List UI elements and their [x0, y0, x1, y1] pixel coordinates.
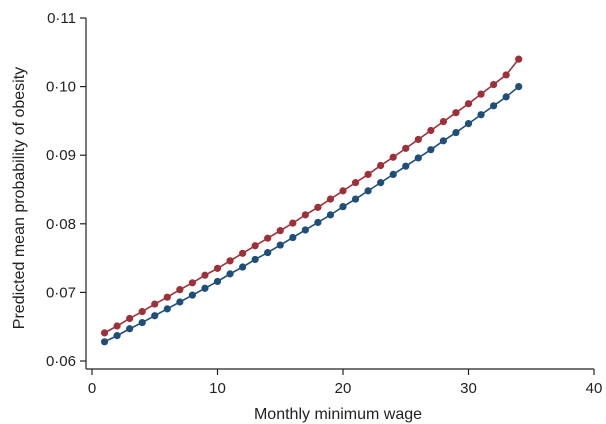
- series-point: [439, 137, 447, 145]
- series-point: [301, 226, 309, 234]
- series-point: [502, 93, 510, 101]
- series-point: [151, 312, 159, 320]
- series-point: [490, 80, 498, 89]
- series-point: [201, 271, 209, 279]
- series-point: [226, 257, 234, 265]
- series-point: [402, 162, 410, 170]
- series-point: [301, 211, 309, 219]
- series-point: [389, 153, 397, 161]
- series-point: [163, 293, 171, 301]
- y-tick-label: 0·07: [46, 284, 76, 301]
- series-point: [289, 233, 297, 242]
- series-point: [251, 242, 259, 250]
- series-point: [515, 83, 523, 91]
- series-point: [464, 100, 473, 108]
- series-layer: [100, 55, 523, 346]
- series-point: [100, 329, 109, 337]
- series-point: [464, 120, 473, 128]
- series-point: [213, 264, 222, 272]
- series-point: [113, 332, 121, 340]
- series-point: [339, 187, 347, 195]
- series-point: [314, 203, 322, 211]
- plot-area: [85, 18, 594, 370]
- series-point: [452, 109, 460, 117]
- series-point: [427, 146, 435, 154]
- series-point: [276, 227, 284, 235]
- series-point: [427, 126, 435, 135]
- series-point: [414, 154, 422, 162]
- series-point: [213, 277, 222, 286]
- series-point: [439, 117, 447, 126]
- series-point: [151, 300, 159, 308]
- series-point: [364, 187, 372, 195]
- series-point: [351, 195, 360, 203]
- series-point: [502, 71, 510, 79]
- series-point: [251, 255, 259, 264]
- series-point: [389, 170, 397, 179]
- series-point: [339, 203, 347, 211]
- y-tick-label: 0·09: [46, 147, 76, 164]
- y-tick-label: 0·08: [46, 216, 76, 233]
- series-point: [176, 286, 184, 294]
- series-line: [104, 85, 520, 343]
- series-point: [326, 195, 335, 203]
- x-tick-label: 10: [209, 380, 226, 397]
- series-point: [113, 322, 121, 330]
- series-point: [126, 325, 134, 333]
- series-point: [138, 318, 146, 327]
- series-point: [326, 211, 335, 219]
- y-tick-label: 0·10: [46, 79, 76, 96]
- series-point: [226, 270, 234, 278]
- series-2: [100, 83, 523, 346]
- series-point: [176, 298, 184, 306]
- series-point: [264, 249, 272, 257]
- y-ticks: 0·06 0·07 0·08 0·09 0·10 0·11: [46, 10, 86, 370]
- series-point: [239, 263, 247, 271]
- series-point: [264, 234, 272, 242]
- series-1: [100, 55, 523, 337]
- series-point: [414, 135, 422, 144]
- x-tick-label: 30: [460, 380, 477, 397]
- series-point: [402, 144, 410, 152]
- x-axis-title: Monthly minimum wage: [254, 406, 422, 423]
- y-axis-title: Predicted mean probability of obesity: [11, 67, 28, 329]
- series-point: [276, 241, 284, 249]
- series-point: [126, 314, 134, 323]
- series-point: [188, 291, 196, 299]
- series-point: [477, 111, 485, 119]
- series-point: [351, 179, 360, 187]
- series-point: [188, 279, 196, 287]
- series-point: [364, 170, 372, 179]
- series-point: [201, 284, 209, 292]
- x-ticks: 0 10 20 30 40: [88, 369, 603, 397]
- series-point: [452, 128, 460, 137]
- y-tick-label: 0·06: [46, 353, 76, 370]
- series-point: [515, 55, 523, 63]
- series-point: [477, 90, 485, 98]
- series-point: [490, 102, 498, 110]
- series-point: [138, 308, 146, 316]
- x-tick-label: 20: [335, 380, 352, 397]
- series-point: [314, 218, 322, 227]
- series-point: [289, 219, 297, 227]
- series-point: [239, 249, 247, 257]
- x-tick-label: 40: [586, 380, 603, 397]
- y-tick-label: 0·11: [47, 10, 76, 27]
- series-point: [100, 338, 109, 346]
- x-tick-label: 0: [88, 380, 96, 397]
- series-point: [377, 161, 385, 170]
- series-point: [377, 179, 385, 187]
- series-point: [163, 305, 171, 313]
- series-line: [104, 58, 520, 334]
